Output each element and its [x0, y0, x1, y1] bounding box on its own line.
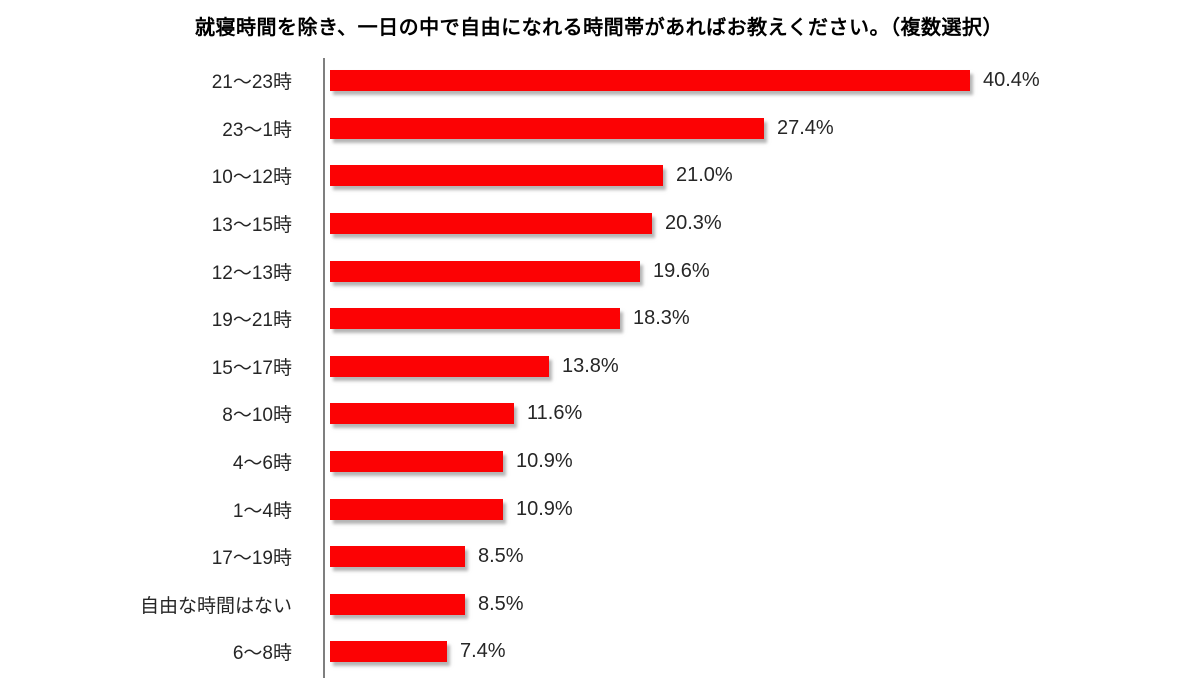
bar-area: 10.9%: [308, 498, 1198, 521]
bar-area: 27.4%: [308, 117, 1198, 140]
bar-row: 4～6時 10.9%: [0, 438, 1198, 486]
bar-row: 8～10時 11.6%: [0, 390, 1198, 438]
category-label: 17～19時: [211, 548, 292, 570]
value-label: 19.6%: [653, 259, 710, 282]
value-label: 10.9%: [516, 497, 573, 520]
bar: [330, 403, 514, 425]
bar: [330, 593, 465, 615]
bar-row: 自由な時間はない 8.5%: [0, 581, 1198, 629]
bar-area: 21.0%: [308, 164, 1198, 187]
value-label: 18.3%: [633, 307, 690, 330]
value-label: 11.6%: [527, 402, 583, 425]
bar: [330, 165, 663, 187]
value-label: 8.5%: [478, 592, 524, 615]
value-label: 40.4%: [983, 69, 1040, 92]
bar-row: 15～17時 13.8%: [0, 343, 1198, 391]
bar-chart: 21～23時 40.4% 23～1時 27.4% 10～12時 21.0% 13…: [0, 57, 1198, 678]
bar-row: 13～15時 20.3%: [0, 200, 1198, 248]
y-axis-line: [323, 58, 325, 678]
bar-area: 10.9%: [308, 450, 1198, 473]
bar: [330, 641, 447, 663]
bar: [330, 498, 503, 520]
bar-area: 19.6%: [308, 260, 1198, 283]
bar: [330, 117, 764, 139]
chart-rows: 21～23時 40.4% 23～1時 27.4% 10～12時 21.0% 13…: [0, 57, 1198, 677]
bar-area: 8.5%: [308, 545, 1198, 568]
bar-row: 1～4時 10.9%: [0, 485, 1198, 533]
value-label: 7.4%: [460, 640, 506, 663]
category-label: 6～8時: [232, 643, 292, 665]
bar: [330, 451, 503, 473]
bar-row: 10～12時 21.0%: [0, 152, 1198, 200]
bar-area: 8.5%: [308, 593, 1198, 616]
bar-area: 7.4%: [308, 640, 1198, 663]
category-label: 1～4時: [232, 500, 292, 522]
category-label: 23～1時: [222, 119, 292, 141]
bar-area: 11.6%: [308, 402, 1198, 425]
bar-row: 6～8時 7.4%: [0, 628, 1198, 676]
category-label: 15～17時: [211, 357, 292, 379]
value-label: 10.9%: [516, 450, 573, 473]
bar-area: 20.3%: [308, 212, 1198, 235]
value-label: 27.4%: [777, 116, 834, 139]
category-label: 10～12時: [211, 167, 292, 189]
bar-row: 12～13時 19.6%: [0, 247, 1198, 295]
bar: [330, 213, 652, 235]
chart-title: 就寝時間を除き、一日の中で自由になれる時間帯があればお教えください。（複数選択）: [195, 17, 1003, 39]
value-label: 13.8%: [562, 354, 619, 377]
bar-area: 13.8%: [308, 355, 1198, 378]
bar-area: 18.3%: [308, 307, 1198, 330]
bar: [330, 70, 970, 92]
value-label: 8.5%: [478, 545, 524, 568]
category-label: 13～15時: [211, 215, 292, 237]
bar-row: 23～1時 27.4%: [0, 105, 1198, 153]
bar: [330, 355, 549, 377]
category-label: 19～21時: [211, 310, 292, 332]
bar: [330, 260, 640, 282]
bar-row: 19～21時 18.3%: [0, 295, 1198, 343]
value-label: 21.0%: [676, 164, 733, 187]
category-label: 4～6時: [232, 453, 292, 475]
value-label: 20.3%: [665, 212, 722, 235]
bar-row: 17～19時 8.5%: [0, 533, 1198, 581]
category-label: 12～13時: [211, 262, 292, 284]
bar: [330, 546, 465, 568]
category-label: 21～23時: [211, 72, 292, 94]
bar-row: 21～23時 40.4%: [0, 57, 1198, 105]
bar: [330, 308, 620, 330]
category-label: 自由な時間はない: [139, 595, 292, 617]
category-label: 8～10時: [222, 405, 292, 427]
bar-area: 40.4%: [308, 69, 1198, 92]
